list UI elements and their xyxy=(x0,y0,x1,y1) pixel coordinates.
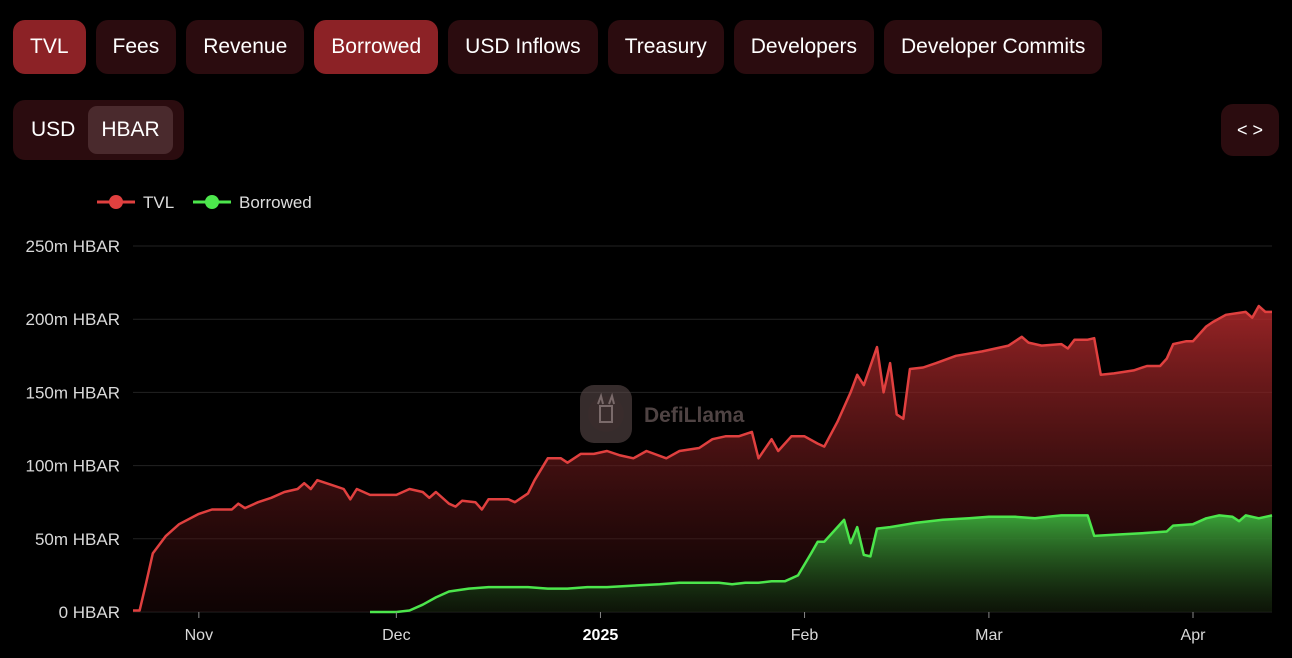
legend-label: TVL xyxy=(143,193,174,212)
usd-toggle-button[interactable]: USD xyxy=(31,118,76,141)
legend-item-borrowed: Borrowed xyxy=(193,193,312,212)
embed-button[interactable]: < > xyxy=(1221,104,1279,156)
tab-borrowed[interactable]: Borrowed xyxy=(314,20,439,74)
y-tick-label: 100m HBAR xyxy=(26,457,120,476)
tab-revenue[interactable]: Revenue xyxy=(186,20,305,74)
hbar-toggle-button[interactable]: HBAR xyxy=(88,106,173,154)
tab-treasury[interactable]: Treasury xyxy=(607,20,724,74)
metric-tabs: TVL Fees Revenue Borrowed USD Inflows Tr… xyxy=(13,20,1103,74)
y-axis: 0 HBAR 50m HBAR 100m HBAR 150m HBAR 200m HBA… xyxy=(26,237,120,622)
tab-developers[interactable]: Developers xyxy=(733,20,874,74)
series-line-tvl xyxy=(133,304,1272,612)
denomination-toggle: USD HBAR xyxy=(13,100,184,160)
legend-marker xyxy=(205,195,219,209)
tab-developer-commits[interactable]: Developer Commits xyxy=(884,20,1103,74)
watermark-text: DefiLlama xyxy=(644,404,745,427)
series-areas xyxy=(132,304,1273,614)
code-brackets-icon: < > xyxy=(1236,119,1264,140)
legend-marker xyxy=(109,195,123,209)
y-tick-label: 50m HBAR xyxy=(35,530,120,549)
x-tick-label: Mar xyxy=(975,627,1003,644)
x-axis: Nov Dec 2025 Feb Mar Apr xyxy=(185,612,1206,644)
legend-item-tvl: TVL xyxy=(97,193,174,212)
tab-fees[interactable]: Fees xyxy=(95,20,177,74)
y-tick-label: 200m HBAR xyxy=(26,310,120,329)
x-tick-label: Apr xyxy=(1181,627,1207,644)
tab-tvl[interactable]: TVL xyxy=(13,20,86,74)
defillama-logo-icon xyxy=(580,385,632,443)
tab-usd-inflows[interactable]: USD Inflows xyxy=(448,20,598,74)
x-tick-label: 2025 xyxy=(583,627,619,644)
watermark: DefiLlama xyxy=(580,385,745,443)
y-tick-label: 150m HBAR xyxy=(26,383,120,402)
x-tick-label: Feb xyxy=(791,627,819,644)
x-tick-label: Nov xyxy=(185,627,213,644)
x-tick-label: Dec xyxy=(382,627,410,644)
y-tick-label: 250m HBAR xyxy=(26,237,120,256)
series-line-borrowed xyxy=(370,514,1273,614)
chart-legend: TVL Borrowed xyxy=(97,193,312,212)
legend-label: Borrowed xyxy=(239,193,312,212)
y-tick-label: 0 HBAR xyxy=(59,603,120,622)
